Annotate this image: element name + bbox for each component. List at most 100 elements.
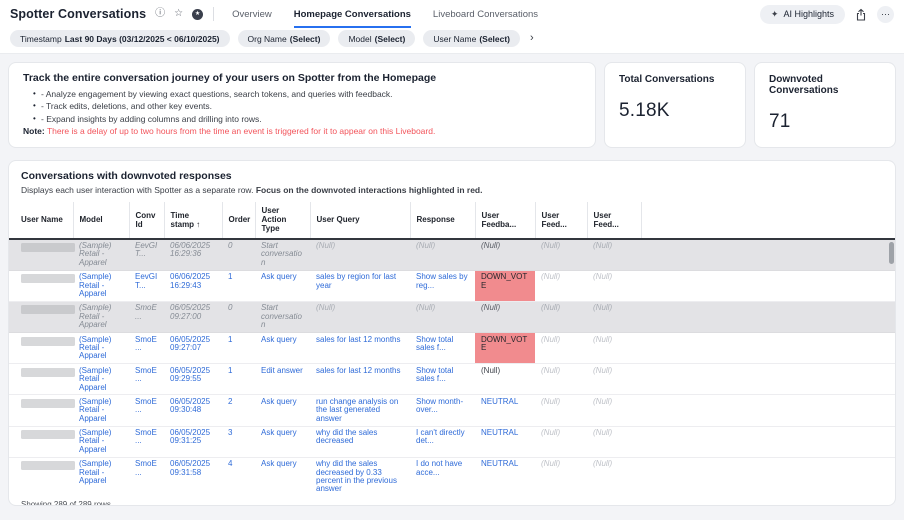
cell-user-action-type[interactable]: Ask query — [255, 395, 310, 426]
cell-user-query[interactable]: (Null) — [310, 301, 410, 332]
cell-order[interactable]: 3 — [222, 426, 255, 457]
table-row[interactable]: (Sample) Retail - Apparel SmoE... 06/05/… — [9, 364, 895, 395]
column-header[interactable]: Time stamp↑ — [164, 202, 222, 239]
cell-conv-id[interactable]: EevGIT... — [129, 270, 164, 301]
cell-response[interactable]: Show month-over... — [410, 395, 475, 426]
cell-response[interactable]: Show sales by reg... — [410, 270, 475, 301]
cell-user-action-type[interactable]: Ask query — [255, 457, 310, 495]
cell-conv-id[interactable]: SmoE... — [129, 395, 164, 426]
cell-response[interactable]: Show total sales f... — [410, 364, 475, 395]
cell-response[interactable]: (Null) — [410, 301, 475, 332]
cell-order[interactable]: 0 — [222, 301, 255, 332]
cell-model[interactable]: (Sample) Retail - Apparel — [73, 395, 129, 426]
cell-user-feedback[interactable]: DOWN_VOTE — [475, 270, 535, 301]
column-header[interactable]: User Feedba... — [475, 202, 535, 239]
cell-user-feedback[interactable]: DOWN_VOTE — [475, 333, 535, 364]
cell-user-feedback[interactable]: (Null) — [475, 301, 535, 332]
column-header[interactable]: User Query — [310, 202, 410, 239]
cell-timestamp[interactable]: 06/05/2025 09:27:00 — [164, 301, 222, 332]
table-row[interactable]: (Sample) Retail - Apparel EevGIT... 06/0… — [9, 270, 895, 301]
cell-user-query[interactable]: sales by region for last year — [310, 270, 410, 301]
share-button[interactable] — [855, 8, 867, 21]
cell-user-feedback-2[interactable]: (Null) — [535, 395, 587, 426]
cell-user-query[interactable]: sales for last 12 months — [310, 364, 410, 395]
table-row[interactable]: (Sample) Retail - Apparel SmoE... 06/05/… — [9, 333, 895, 364]
cell-response[interactable]: (Null) — [410, 240, 475, 271]
verified-badge-icon[interactable]: ★ — [192, 9, 203, 20]
cell-timestamp[interactable]: 06/05/2025 09:31:58 — [164, 457, 222, 495]
cell-user-feedback-3[interactable]: (Null) — [587, 457, 641, 495]
cell-user-feedback-2[interactable]: (Null) — [535, 240, 587, 271]
filter-chip[interactable]: Org Name (Select) — [238, 30, 331, 47]
cell-user-feedback-2[interactable]: (Null) — [535, 270, 587, 301]
filter-chip[interactable]: Model (Select) — [338, 30, 415, 47]
cell-model[interactable]: (Sample) Retail - Apparel — [73, 240, 129, 271]
cell-user-feedback-2[interactable]: (Null) — [535, 333, 587, 364]
cell-order[interactable]: 1 — [222, 364, 255, 395]
cell-response[interactable]: I can't directly det... — [410, 426, 475, 457]
cell-model[interactable]: (Sample) Retail - Apparel — [73, 457, 129, 495]
cell-user-feedback[interactable]: NEUTRAL — [475, 395, 535, 426]
column-header[interactable]: Response — [410, 202, 475, 239]
table-row[interactable]: (Sample) Retail - Apparel SmoE... 06/05/… — [9, 395, 895, 426]
cell-user-action-type[interactable]: Start conversation — [255, 301, 310, 332]
cell-user-feedback-3[interactable]: (Null) — [587, 301, 641, 332]
cell-conv-id[interactable]: SmoE... — [129, 301, 164, 332]
cell-user-feedback-2[interactable]: (Null) — [535, 301, 587, 332]
cell-user-action-type[interactable]: Edit answer — [255, 364, 310, 395]
cell-user-action-type[interactable]: Ask query — [255, 333, 310, 364]
tab-liveboard-conversations[interactable]: Liveboard Conversations — [433, 0, 538, 28]
cell-user-feedback-2[interactable]: (Null) — [535, 457, 587, 495]
table-row[interactable]: (Sample) Retail - Apparel SmoE... 06/05/… — [9, 457, 895, 495]
cell-model[interactable]: (Sample) Retail - Apparel — [73, 301, 129, 332]
cell-user-feedback[interactable]: (Null) — [475, 240, 535, 271]
column-header[interactable]: User Action Type — [255, 202, 310, 239]
column-header[interactable]: User Name — [9, 202, 73, 239]
column-header[interactable]: User Feed... — [587, 202, 641, 239]
cell-timestamp[interactable]: 06/06/2025 16:29:43 — [164, 270, 222, 301]
info-icon[interactable]: ⓘ — [155, 9, 165, 19]
cell-user-feedback-3[interactable]: (Null) — [587, 240, 641, 271]
tab-overview[interactable]: Overview — [232, 0, 272, 28]
cell-model[interactable]: (Sample) Retail - Apparel — [73, 333, 129, 364]
filter-chip[interactable]: Timestamp Last 90 Days (03/12/2025 < 06/… — [10, 30, 230, 47]
cell-order[interactable]: 1 — [222, 270, 255, 301]
cell-user-feedback-2[interactable]: (Null) — [535, 426, 587, 457]
cell-order[interactable]: 0 — [222, 240, 255, 271]
cell-order[interactable]: 2 — [222, 395, 255, 426]
star-icon[interactable]: ☆ — [174, 9, 183, 19]
cell-user-feedback-3[interactable]: (Null) — [587, 364, 641, 395]
cell-user-feedback-3[interactable]: (Null) — [587, 426, 641, 457]
vertical-scrollbar-thumb[interactable] — [889, 242, 894, 264]
column-header[interactable]: Model — [73, 202, 129, 239]
cell-model[interactable]: (Sample) Retail - Apparel — [73, 270, 129, 301]
cell-order[interactable]: 1 — [222, 333, 255, 364]
column-header[interactable]: User Feed... — [535, 202, 587, 239]
kpi-card-downvoted-conversations[interactable]: Downvoted Conversations 71 — [754, 62, 896, 148]
cell-user-query[interactable]: sales for last 12 months — [310, 333, 410, 364]
cell-user-feedback-3[interactable]: (Null) — [587, 270, 641, 301]
cell-user-query[interactable]: why did the sales decreased — [310, 426, 410, 457]
cell-user-query[interactable]: why did the sales decreased by 0.33 perc… — [310, 457, 410, 495]
cell-user-query[interactable]: (Null) — [310, 240, 410, 271]
cell-conv-id[interactable]: SmoE... — [129, 364, 164, 395]
cell-timestamp[interactable]: 06/05/2025 09:27:07 — [164, 333, 222, 364]
tab-homepage-conversations[interactable]: Homepage Conversations — [294, 0, 411, 28]
cell-model[interactable]: (Sample) Retail - Apparel — [73, 426, 129, 457]
ai-highlights-button[interactable]: ✦ AI Highlights — [760, 5, 845, 24]
cell-response[interactable]: Show total sales f... — [410, 333, 475, 364]
cell-user-query[interactable]: run change analysis on the last generate… — [310, 395, 410, 426]
cell-model[interactable]: (Sample) Retail - Apparel — [73, 364, 129, 395]
cell-conv-id[interactable]: SmoE... — [129, 457, 164, 495]
filters-scroll-right-button[interactable]: › — [528, 33, 536, 44]
cell-user-feedback-3[interactable]: (Null) — [587, 333, 641, 364]
cell-timestamp[interactable]: 06/06/2025 16:29:36 — [164, 240, 222, 271]
cell-user-action-type[interactable]: Ask query — [255, 270, 310, 301]
column-header[interactable]: Conv Id — [129, 202, 164, 239]
cell-conv-id[interactable]: EevGIT... — [129, 240, 164, 271]
cell-user-action-type[interactable]: Start conversation — [255, 240, 310, 271]
column-header[interactable]: Order — [222, 202, 255, 239]
cell-timestamp[interactable]: 06/05/2025 09:29:55 — [164, 364, 222, 395]
table-row[interactable]: (Sample) Retail - Apparel EevGIT... 06/0… — [9, 240, 895, 271]
cell-response[interactable]: I do not have acce... — [410, 457, 475, 495]
